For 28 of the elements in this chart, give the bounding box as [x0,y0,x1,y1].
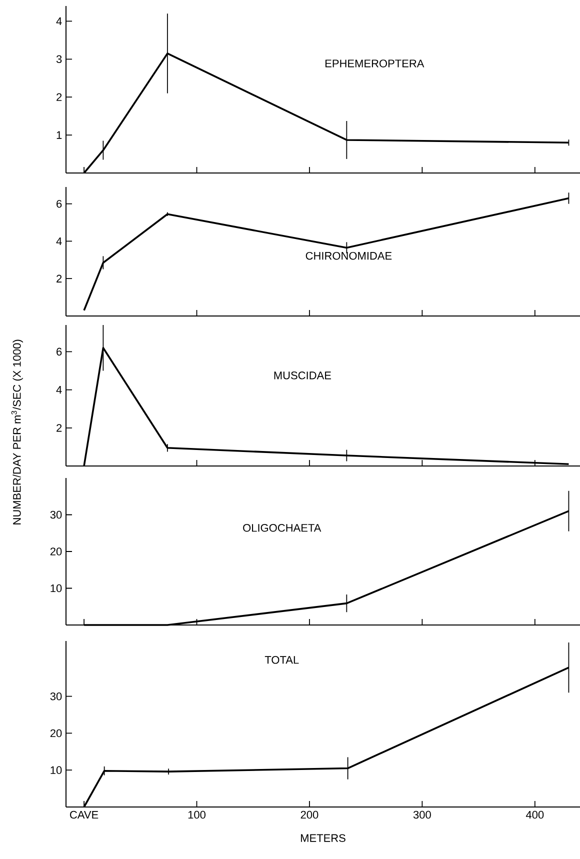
y-tick-label: 4 [56,386,62,394]
text: OLIGOCHAETA [242,524,321,532]
y-tick-label: 20 [50,729,62,738]
y-axis-title: NUMBER/DAY PER m$^{3}$/SEC (X 1000) [11,340,23,524]
x-tick-label: CAVE [70,810,98,819]
text: CHIRONOMIDAE [306,252,392,260]
text: EPHEMEROPTERA [325,60,424,68]
x-tick-label: 400 [526,810,544,819]
x-tick-label: 200 [300,810,318,819]
y-tick-label: 10 [50,766,62,774]
y-tick-label: 30 [50,510,62,519]
y-tick-label: 6 [56,348,62,356]
y-tick-label: 4 [56,17,62,25]
x-axis-title: METERS [300,834,346,842]
y-tick-label: 2 [56,424,62,432]
y-tick-label: 4 [56,237,62,246]
text: MUSCIDAE [274,372,331,380]
y-tick-label: 20 [50,548,62,556]
y-tick-label: 10 [50,584,62,592]
y-tick-label: 3 [56,55,62,64]
y-tick-label: 30 [50,692,62,700]
y-tick-label: 2 [56,274,62,282]
text: TOTAL [264,656,299,664]
y-tick-label: 1 [56,131,62,139]
x-tick-label: 100 [188,810,206,819]
y-tick-label: 2 [56,93,62,101]
y-tick-label: 6 [56,200,62,208]
x-tick-label: 300 [413,810,431,819]
